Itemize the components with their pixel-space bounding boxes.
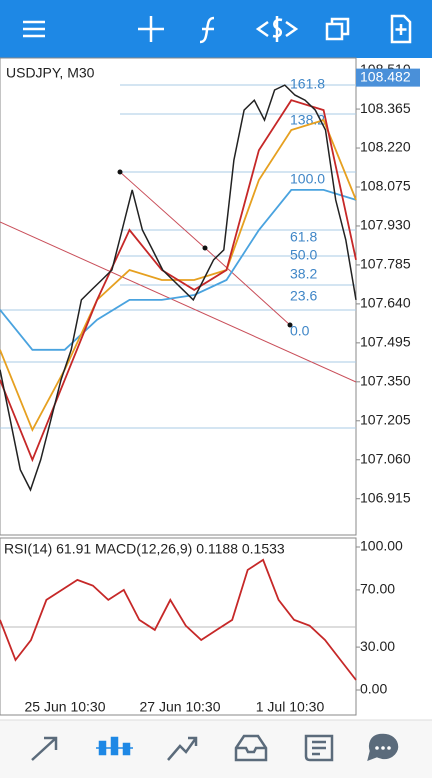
y-tick-label: 108.075 bbox=[360, 178, 411, 194]
indicator-tick-label: 0.00 bbox=[360, 681, 387, 697]
indicator-label: RSI(14) 61.91 MACD(12,26,9) 0.1188 0.153… bbox=[4, 541, 285, 557]
y-tick-label: 107.930 bbox=[360, 217, 411, 233]
price-tag bbox=[356, 68, 420, 87]
fib-level-label: 138.2 bbox=[290, 112, 325, 128]
fib-level-label: 50.0 bbox=[290, 247, 317, 263]
price-line bbox=[0, 84, 357, 492]
fib-level-label: 23.6 bbox=[290, 288, 317, 304]
price-line bbox=[0, 188, 357, 351]
fib-level-label: 61.8 bbox=[290, 229, 317, 245]
history-tab[interactable] bbox=[234, 734, 268, 762]
trade-button[interactable] bbox=[255, 16, 299, 42]
y-tick-label: 107.350 bbox=[360, 373, 411, 389]
y-tick-label: 107.205 bbox=[360, 411, 411, 427]
chat-dots bbox=[375, 746, 391, 750]
y-tick-label: 108.220 bbox=[360, 139, 411, 155]
y-tick-label: 108.365 bbox=[360, 100, 411, 116]
anchor-point bbox=[117, 169, 123, 175]
y-tick-label: 107.640 bbox=[360, 295, 411, 311]
chart-tab[interactable] bbox=[96, 736, 133, 756]
fib-level-label: 100.0 bbox=[290, 171, 325, 187]
y-tick-label: 107.785 bbox=[360, 256, 411, 272]
y-tick-label: 106.915 bbox=[360, 489, 411, 505]
price-tag-label: 108.482 bbox=[360, 68, 411, 84]
price-line bbox=[0, 99, 357, 463]
trade-tab[interactable] bbox=[167, 736, 198, 761]
rsi-line bbox=[0, 558, 357, 681]
windows-button[interactable] bbox=[325, 17, 350, 41]
toolbar-icons bbox=[23, 14, 412, 44]
crosshair-button[interactable] bbox=[138, 16, 164, 42]
trend-line bbox=[0, 221, 357, 383]
anchor-point bbox=[202, 245, 208, 251]
date-label: 1 Jul 10:30 bbox=[256, 699, 325, 715]
y-tick-label: 107.495 bbox=[360, 334, 411, 350]
quotes-tab[interactable] bbox=[31, 736, 58, 761]
new-order-button[interactable] bbox=[390, 14, 412, 44]
y-tick-label: 107.060 bbox=[360, 450, 411, 466]
date-label: 25 Jun 10:30 bbox=[25, 699, 106, 715]
fib-level-label: 161.8 bbox=[290, 76, 325, 92]
fib-level-label: 0.0 bbox=[290, 323, 310, 339]
menu-button[interactable] bbox=[23, 20, 45, 38]
date-label: 27 Jun 10:30 bbox=[140, 699, 221, 715]
indicator-tick-label: 30.00 bbox=[360, 638, 395, 654]
news-tab[interactable] bbox=[304, 734, 334, 762]
indicators-button[interactable] bbox=[199, 16, 215, 44]
anchor-point bbox=[287, 322, 293, 328]
bottom-nav bbox=[0, 720, 432, 778]
indicator-tick-label: 100.00 bbox=[360, 538, 403, 554]
toolbar bbox=[0, 0, 432, 58]
fib-level-label: 38.2 bbox=[290, 266, 317, 282]
symbol-label: USDJPY, M30 bbox=[6, 65, 95, 81]
indicator-tick-label: 70.00 bbox=[360, 581, 395, 597]
